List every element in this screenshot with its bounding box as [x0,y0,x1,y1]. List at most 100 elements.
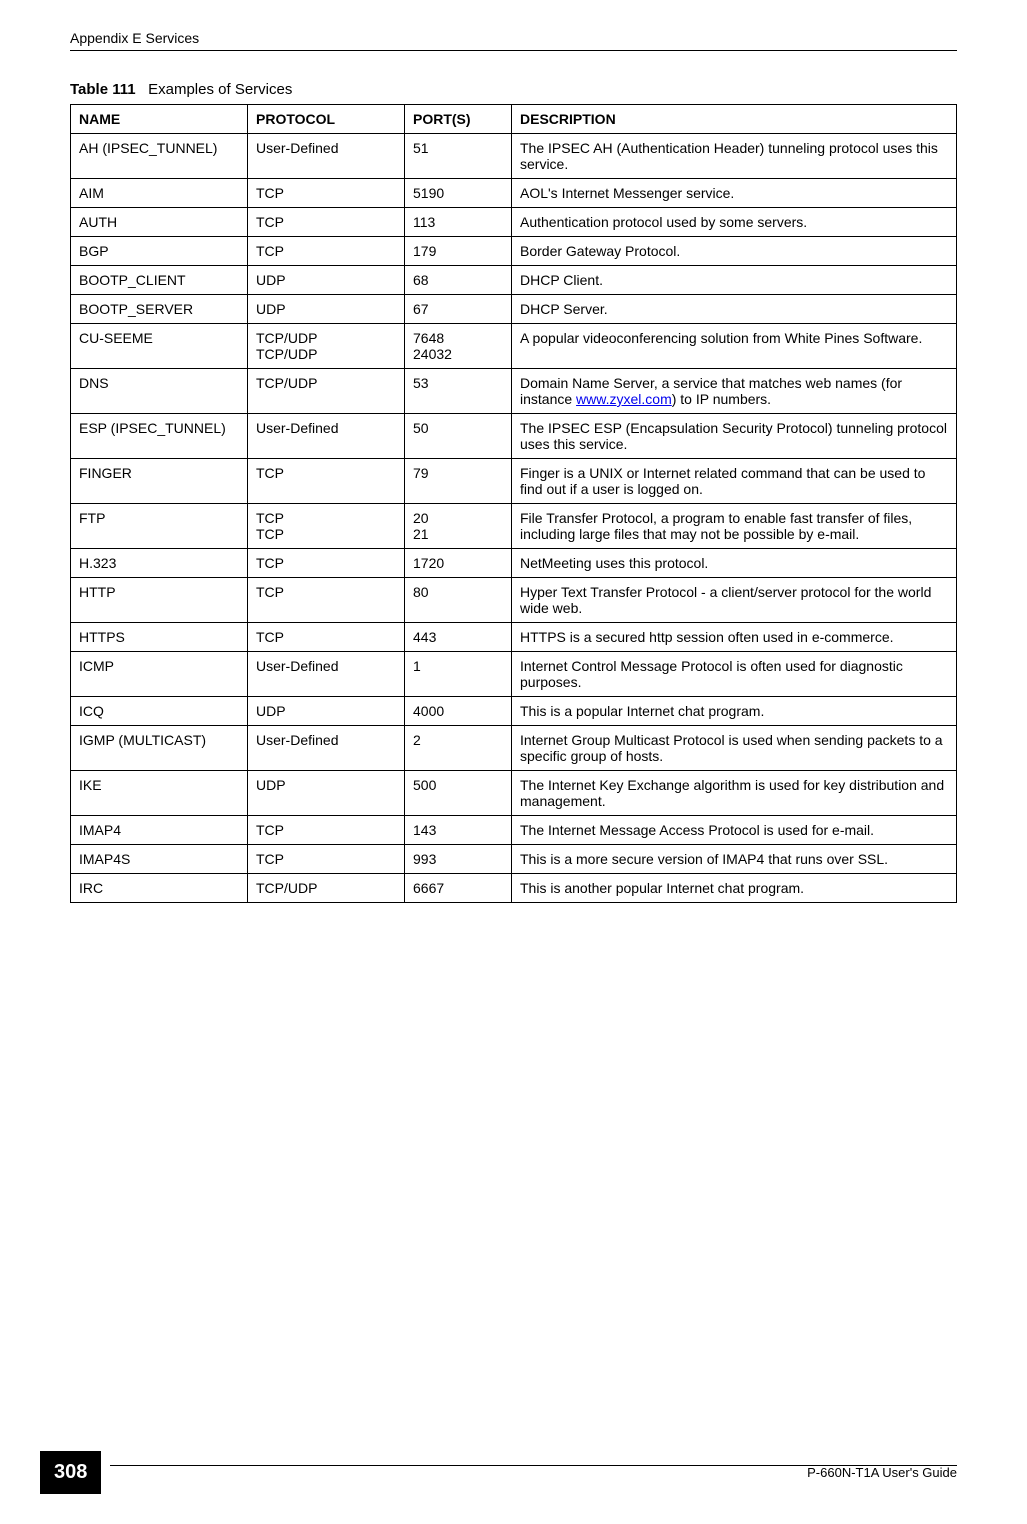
table-row: AH (IPSEC_TUNNEL)User-Defined51The IPSEC… [71,134,957,179]
cell-protocol: TCP/UDP TCP/UDP [248,324,405,369]
table-row: FINGERTCP79Finger is a UNIX or Internet … [71,459,957,504]
table-row: AIMTCP5190AOL's Internet Messenger servi… [71,179,957,208]
cell-description: A popular videoconferencing solution fro… [512,324,957,369]
footer-guide-title: P-660N-T1A User's Guide [807,1465,957,1480]
table-row: FTPTCP TCP20 21File Transfer Protocol, a… [71,504,957,549]
cell-description: The Internet Key Exchange algorithm is u… [512,771,957,816]
cell-description: Authentication protocol used by some ser… [512,208,957,237]
table-row: H.323TCP1720NetMeeting uses this protoco… [71,549,957,578]
table-row: HTTPSTCP443HTTPS is a secured http sessi… [71,623,957,652]
cell-description: Internet Control Message Protocol is oft… [512,652,957,697]
cell-protocol: User-Defined [248,726,405,771]
cell-description: DHCP Server. [512,295,957,324]
col-protocol-header: PROTOCOL [248,105,405,134]
table-row: IGMP (MULTICAST)User-Defined2Internet Gr… [71,726,957,771]
table-row: DNSTCP/UDP53Domain Name Server, a servic… [71,369,957,414]
cell-port: 79 [405,459,512,504]
cell-name: DNS [71,369,248,414]
footer-rule [110,1465,957,1466]
cell-description: AOL's Internet Messenger service. [512,179,957,208]
cell-description: This is another popular Internet chat pr… [512,874,957,903]
cell-description: DHCP Client. [512,266,957,295]
services-table: NAME PROTOCOL PORT(S) DESCRIPTION AH (IP… [70,104,957,903]
table-row: ICQUDP4000This is a popular Internet cha… [71,697,957,726]
cell-port: 143 [405,816,512,845]
table-row: BOOTP_CLIENTUDP68DHCP Client. [71,266,957,295]
cell-port: 113 [405,208,512,237]
cell-protocol: TCP [248,208,405,237]
cell-name: FTP [71,504,248,549]
cell-port: 1720 [405,549,512,578]
cell-description: Hyper Text Transfer Protocol - a client/… [512,578,957,623]
cell-protocol: UDP [248,697,405,726]
cell-protocol: TCP TCP [248,504,405,549]
table-label: Table 111 [70,81,136,98]
cell-port: 80 [405,578,512,623]
cell-port: 2 [405,726,512,771]
table-caption: Table 111 Examples of Services [70,81,957,98]
table-row: ICMPUser-Defined1Internet Control Messag… [71,652,957,697]
cell-description: Internet Group Multicast Protocol is use… [512,726,957,771]
cell-description: This is a more secure version of IMAP4 t… [512,845,957,874]
cell-port: 53 [405,369,512,414]
table-row: IKEUDP500The Internet Key Exchange algor… [71,771,957,816]
cell-description: The IPSEC ESP (Encapsulation Security Pr… [512,414,957,459]
cell-name: ICMP [71,652,248,697]
cell-name: HTTP [71,578,248,623]
col-name-header: NAME [71,105,248,134]
cell-protocol: TCP [248,578,405,623]
cell-protocol: TCP [248,237,405,266]
cell-protocol: TCP/UDP [248,874,405,903]
cell-protocol: TCP [248,845,405,874]
cell-name: H.323 [71,549,248,578]
table-row: IRCTCP/UDP6667This is another popular In… [71,874,957,903]
cell-port: 1 [405,652,512,697]
cell-name: AIM [71,179,248,208]
cell-description: Border Gateway Protocol. [512,237,957,266]
cell-protocol: User-Defined [248,652,405,697]
cell-name: IMAP4S [71,845,248,874]
cell-protocol: TCP [248,459,405,504]
cell-name: FINGER [71,459,248,504]
page: Appendix E Services Table 111 Examples o… [0,0,1027,1524]
cell-description: NetMeeting uses this protocol. [512,549,957,578]
cell-protocol: TCP/UDP [248,369,405,414]
table-row: IMAP4TCP143The Internet Message Access P… [71,816,957,845]
col-description-header: DESCRIPTION [512,105,957,134]
table-row: IMAP4STCP993This is a more secure versio… [71,845,957,874]
cell-protocol: TCP [248,816,405,845]
zyxel-link[interactable]: www.zyxel.com [576,391,672,407]
cell-port: 5190 [405,179,512,208]
cell-protocol: User-Defined [248,414,405,459]
cell-description: The Internet Message Access Protocol is … [512,816,957,845]
table-row: AUTHTCP113Authentication protocol used b… [71,208,957,237]
page-footer: 308 P-660N-T1A User's Guide [0,1451,1027,1494]
page-number: 308 [40,1451,101,1494]
cell-name: BGP [71,237,248,266]
cell-protocol: TCP [248,179,405,208]
cell-port: 50 [405,414,512,459]
cell-protocol: TCP [248,623,405,652]
col-port-header: PORT(S) [405,105,512,134]
cell-name: BOOTP_CLIENT [71,266,248,295]
cell-name: IGMP (MULTICAST) [71,726,248,771]
table-row: BOOTP_SERVERUDP67DHCP Server. [71,295,957,324]
desc-text: ) to IP numbers. [672,391,771,407]
cell-name: ICQ [71,697,248,726]
cell-name: AH (IPSEC_TUNNEL) [71,134,248,179]
cell-port: 993 [405,845,512,874]
cell-protocol: UDP [248,771,405,816]
cell-name: IMAP4 [71,816,248,845]
table-header-row: NAME PROTOCOL PORT(S) DESCRIPTION [71,105,957,134]
table-row: BGPTCP179Border Gateway Protocol. [71,237,957,266]
cell-name: IRC [71,874,248,903]
cell-description: This is a popular Internet chat program. [512,697,957,726]
cell-protocol: UDP [248,266,405,295]
cell-port: 7648 24032 [405,324,512,369]
cell-port: 179 [405,237,512,266]
appendix-header: Appendix E Services [70,30,957,51]
cell-protocol: TCP [248,549,405,578]
cell-port: 6667 [405,874,512,903]
table-row: HTTPTCP80Hyper Text Transfer Protocol - … [71,578,957,623]
cell-description: HTTPS is a secured http session often us… [512,623,957,652]
